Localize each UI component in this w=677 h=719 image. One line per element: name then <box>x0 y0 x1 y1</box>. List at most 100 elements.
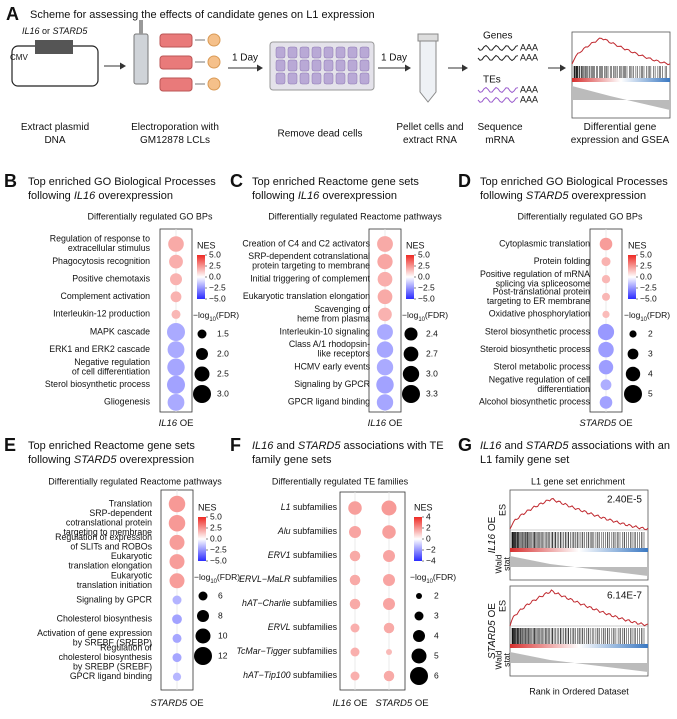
row-label: SRP-dependent <box>89 508 152 518</box>
dot <box>601 257 611 267</box>
colorbar-label: −5.0 <box>209 293 226 303</box>
plate <box>269 41 375 91</box>
size-key <box>624 385 642 403</box>
legend-title: −log10(FDR) <box>410 572 456 584</box>
dot <box>378 307 392 322</box>
row-label-part: ERV1 <box>268 550 291 560</box>
well <box>311 72 322 85</box>
size-key <box>196 348 208 360</box>
colorbar-label: −4 <box>426 555 436 565</box>
row-label: Gliogenesis <box>104 397 151 407</box>
p-value: 2.40E-5 <box>607 495 642 506</box>
legend-title: NES <box>197 240 216 250</box>
row-label: Complement activation <box>61 291 151 301</box>
panel-title: following IL16 overexpression <box>252 190 397 202</box>
panel-letter: B <box>4 171 17 191</box>
panel-title: family gene sets <box>252 454 332 466</box>
panel-title-part: IL16 <box>298 190 320 202</box>
panel-title-part: following <box>480 190 526 202</box>
label: TEs <box>483 75 501 86</box>
row-label: Signaling by GPCR <box>294 379 370 389</box>
row-label: Alu subfamilies <box>277 526 338 536</box>
size-label: 3 <box>648 348 653 358</box>
tube <box>419 39 437 103</box>
row-label: Steroid biosynthetic process <box>480 344 591 354</box>
row-label-part: STARD5 <box>487 620 498 659</box>
legend-title-part: (FDR) <box>433 572 456 582</box>
panel-letter: C <box>230 171 243 191</box>
well <box>323 72 334 85</box>
row-label-part: IL16 <box>487 533 498 553</box>
dot <box>167 358 185 376</box>
row-label: Sterol biosynthetic process <box>485 326 591 336</box>
step-caption: Sequence <box>477 122 522 133</box>
panel-title-part: associations with TE <box>340 440 443 452</box>
size-key <box>193 385 211 403</box>
column-label-part: STARD5 <box>150 698 187 709</box>
panel-title-part: IL16 <box>74 190 96 202</box>
row-label: heme from plasma <box>297 313 370 323</box>
label: Genes <box>483 31 512 42</box>
panel-letter: D <box>458 171 471 191</box>
cells <box>207 77 221 91</box>
dot <box>350 671 360 681</box>
dot <box>349 574 361 586</box>
dot <box>600 379 612 391</box>
size-key <box>627 348 639 360</box>
column-label: STARD5 OE <box>150 698 203 709</box>
step-caption: mRNA <box>485 135 515 146</box>
colorbar <box>414 517 422 561</box>
dot <box>168 495 186 513</box>
legend-title-part: 10 <box>418 317 425 323</box>
row-label-part: hAT−Tip100 <box>243 670 291 680</box>
well <box>335 72 346 85</box>
row-label: Positive regulation of mRNA <box>480 269 590 279</box>
row-label: Negative regulation of cell <box>489 374 590 384</box>
well <box>299 72 310 85</box>
panel-title-part: STARD5 <box>298 440 341 452</box>
row-label-part: subfamilies <box>291 550 338 560</box>
size-label: 3.0 <box>217 388 229 398</box>
legend-title: NES <box>198 502 217 512</box>
panel-title: Top enriched GO Biological Processes <box>28 176 216 188</box>
dot <box>172 614 182 625</box>
size-key <box>195 628 211 644</box>
row-label: Interleukin-10 signaling <box>280 326 371 336</box>
row-label: Class A/1 rhodopsin- <box>289 339 370 349</box>
size-label: 4 <box>648 368 653 378</box>
colorbar-label: −2.5 <box>418 282 435 292</box>
colorbar-label: 0.0 <box>209 271 221 281</box>
row-label-part: subfamilies <box>291 526 338 536</box>
row-label: Post-translational protein <box>493 286 590 296</box>
panel-title: IL16 and STARD5 associations with an <box>480 440 670 452</box>
panel-subtitle: Differentially regulated Reactome pathwa… <box>48 476 222 486</box>
row-label: ERVL−MaLR subfamilies <box>239 574 337 584</box>
dot <box>349 550 361 562</box>
size-label: 3.0 <box>426 368 438 378</box>
legend-title: −log10(FDR) <box>193 310 239 322</box>
panel-title: IL16 and STARD5 associations with TE <box>252 440 444 452</box>
panel-title-part: overexpression <box>95 190 173 202</box>
dot <box>386 649 392 655</box>
plot-frame <box>509 489 649 581</box>
row-label: MAPK cascade <box>90 326 150 336</box>
colorbar-label: 5.0 <box>418 249 430 259</box>
dot <box>350 623 360 633</box>
p-value: 6.14E-7 <box>607 591 642 602</box>
colorbar-label: 2 <box>426 522 431 532</box>
colorbar-label: 0 <box>426 533 431 543</box>
label: AAA <box>520 84 538 94</box>
well <box>347 59 358 72</box>
label: 1 Day <box>381 53 407 64</box>
size-label: 6 <box>434 670 439 680</box>
row-label: IL16 OE <box>487 516 498 553</box>
dot <box>602 310 610 318</box>
label: IL16 or STARD5 <box>22 26 88 36</box>
row-label: Eukaryotic translation elongation <box>243 291 370 301</box>
row-label: Translation <box>109 498 152 508</box>
colorbar-label: −5.0 <box>418 293 435 303</box>
electroporator <box>133 33 149 85</box>
row-label: hAT−Charlie subfamilies <box>242 598 338 608</box>
legend-title-part: −log <box>410 572 427 582</box>
dot <box>172 653 182 663</box>
